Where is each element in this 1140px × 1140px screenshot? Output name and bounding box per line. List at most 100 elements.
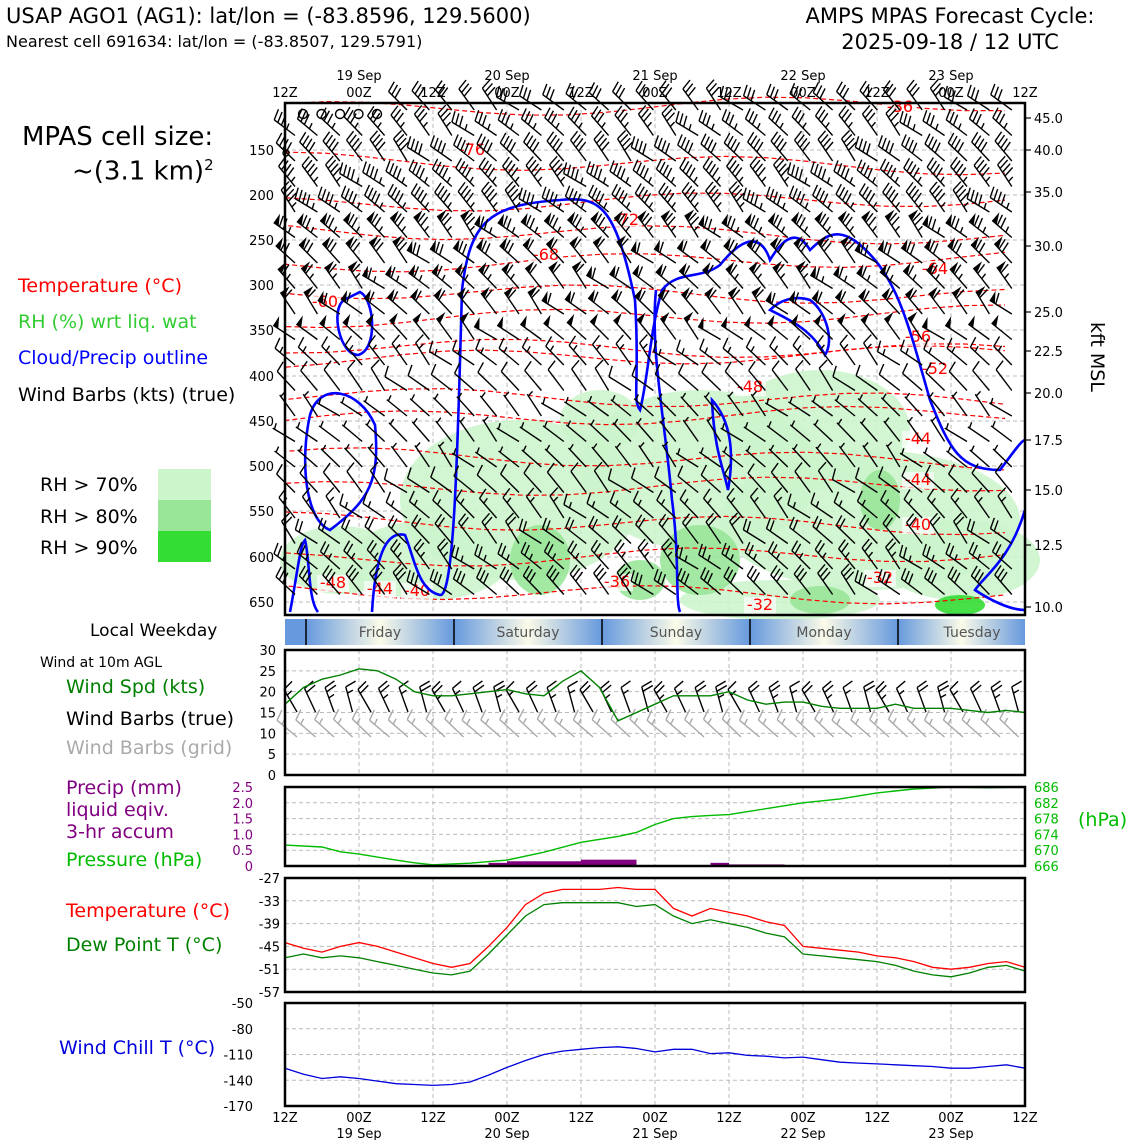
pressure-tick-label: 682	[1034, 797, 1059, 812]
upper-wind-barb-flag	[588, 184, 595, 196]
upper-wind-barb-flag	[681, 181, 690, 192]
upper-wind-barb-pennant	[392, 235, 403, 247]
grid-wind-barb-flag	[332, 708, 340, 720]
upper-wind-barb-flag	[638, 517, 646, 529]
upper-wind-barb-flag	[412, 242, 417, 254]
grid-wind-barb-flag	[517, 708, 525, 720]
upper-wind-barb-half-flag	[905, 348, 909, 355]
upper-wind-barb-flag	[591, 518, 598, 530]
upper-wind-barb-flag	[655, 158, 663, 170]
upper-wind-barb-flag	[756, 141, 764, 153]
upper-wind-barb-half-flag	[977, 553, 981, 560]
bottom-time-tick-label: 12Z	[420, 1111, 446, 1126]
upper-wind-barb-flag	[397, 137, 407, 147]
upper-wind-barb-flag	[475, 338, 481, 350]
upper-wind-barb-flag	[729, 264, 738, 275]
upper-wind-barb-flag	[548, 214, 556, 226]
grid-wind-barb	[831, 719, 853, 738]
upper-wind-barb-flag	[816, 291, 823, 303]
upper-wind-barb-flag	[413, 186, 421, 197]
upper-wind-barb-flag	[908, 185, 917, 196]
upper-wind-barb-flag	[414, 517, 422, 529]
upper-wind-barb-half-flag	[578, 122, 583, 129]
upper-wind-barb-half-flag	[436, 417, 442, 424]
upper-wind-barb	[524, 370, 542, 391]
upper-wind-barb-flag	[483, 139, 490, 151]
upper-wind-barb-half-flag	[858, 394, 864, 401]
upper-wind-barb-half-flag	[671, 202, 676, 208]
upper-wind-barb-flag	[300, 360, 308, 371]
upper-wind-barb-flag	[499, 132, 507, 144]
upper-wind-barb-pennant	[725, 261, 735, 274]
temperature-label-bg	[902, 431, 934, 448]
upper-wind-barb	[437, 444, 453, 468]
upper-wind-barb	[700, 474, 722, 494]
upper-wind-barb	[384, 376, 408, 392]
true-wind-barb	[345, 686, 354, 713]
upper-wind-barb-flag	[790, 164, 796, 176]
upper-wind-barb-half-flag	[931, 497, 936, 504]
upper-wind-barb-flag	[705, 240, 712, 252]
upper-wind-barb-half-flag	[313, 176, 319, 183]
upper-wind-barb-half-flag	[727, 346, 732, 353]
upper-wind-barb-half-flag	[395, 343, 401, 350]
upper-wind-barb-half-flag	[711, 123, 715, 130]
upper-wind-barb-half-flag	[693, 225, 699, 232]
upper-wind-barb-flag	[663, 541, 673, 552]
upper-wind-barb-flag	[854, 467, 860, 479]
upper-wind-barb	[362, 502, 385, 519]
upper-wind-barb-pennant	[793, 235, 803, 248]
upper-wind-barb-flag	[394, 87, 402, 99]
upper-wind-barb-flag	[703, 570, 710, 581]
upper-wind-barb-half-flag	[364, 395, 369, 403]
top-date-label: 19 Sep	[336, 69, 381, 84]
upper-wind-barb-pennant	[922, 214, 929, 227]
precip-label-3: 3-hr accum	[66, 821, 174, 843]
upper-wind-barb-flag	[460, 139, 466, 151]
upper-wind-barb	[720, 427, 744, 443]
upper-wind-barb-half-flag	[908, 498, 913, 505]
upper-wind-barb-flag	[946, 337, 953, 349]
cross-border	[283, 101, 1027, 617]
upper-wind-barb-flag	[955, 184, 964, 195]
upper-wind-barb-flag	[458, 79, 467, 90]
upper-wind-barb-flag	[298, 565, 306, 577]
upper-wind-barb-half-flag	[529, 496, 535, 503]
upper-wind-barb-flag	[301, 156, 310, 166]
upper-wind-barb-half-flag	[637, 417, 642, 424]
upper-wind-barb	[788, 401, 811, 417]
upper-wind-barb-pennant	[679, 262, 687, 275]
upper-wind-barb-flag	[779, 141, 787, 152]
upper-wind-barb	[832, 478, 856, 494]
grid-wind-barb-half-flag	[818, 717, 824, 724]
upper-wind-barb-flag	[997, 191, 1003, 203]
upper-wind-barb-flag	[908, 139, 914, 151]
upper-wind-barb	[343, 447, 363, 468]
upper-wind-barb-flag	[459, 573, 466, 585]
upper-wind-barb-half-flag	[861, 499, 866, 506]
upper-wind-barb-half-flag	[782, 202, 786, 209]
true-wind-barb	[673, 688, 687, 713]
upper-wind-barb-half-flag	[1008, 176, 1014, 182]
pressure-tick-label: 674	[1034, 828, 1059, 843]
grid-wind-barb-half-flag	[596, 718, 601, 725]
precip-tick-label: 0.5	[232, 844, 253, 859]
upper-wind-barb	[723, 245, 744, 264]
upper-wind-barb-flag	[926, 157, 934, 168]
upper-wind-barb-flag	[393, 109, 402, 119]
upper-wind-barb-flag	[440, 189, 448, 200]
upper-wind-barb-flag	[682, 240, 688, 253]
upper-wind-barb-half-flag	[816, 443, 822, 450]
upper-wind-barb-half-flag	[308, 122, 313, 130]
upper-wind-barb-flag	[458, 240, 464, 253]
grid-wind-barb	[850, 719, 871, 738]
upper-wind-barb	[318, 425, 341, 443]
true-wind-barb-flag	[359, 684, 369, 694]
upper-wind-barb-pennant	[994, 236, 1003, 249]
upper-wind-barb-flag	[819, 213, 827, 224]
upper-wind-barb-flag	[500, 463, 507, 475]
upper-wind-barb-half-flag	[681, 348, 685, 355]
upper-wind-barb-flag	[460, 516, 469, 527]
true-wind-barb-flag	[992, 684, 1003, 693]
upper-wind-barb-pennant	[922, 316, 928, 330]
